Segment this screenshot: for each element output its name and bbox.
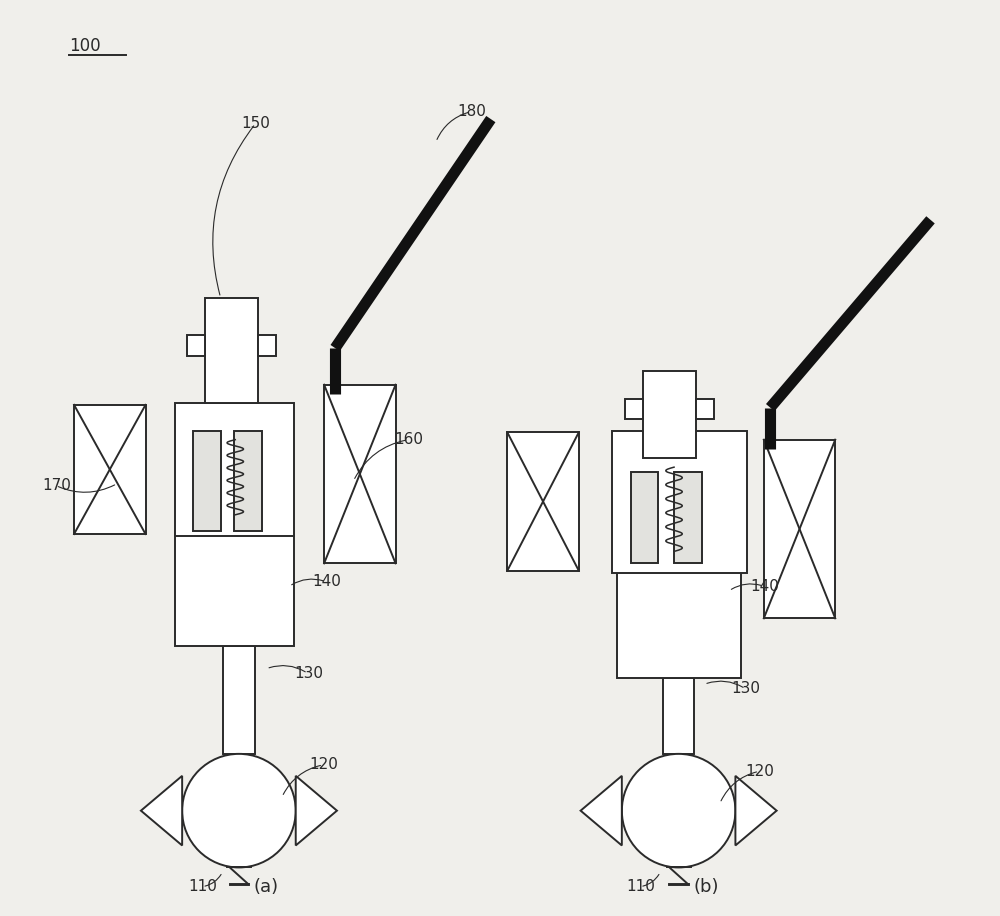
Bar bbox=[187, 335, 205, 355]
Bar bbox=[205, 298, 258, 403]
Polygon shape bbox=[735, 776, 777, 845]
Text: 130: 130 bbox=[732, 682, 761, 696]
Circle shape bbox=[182, 754, 296, 867]
Bar bbox=[324, 385, 396, 563]
Bar bbox=[193, 431, 221, 531]
Bar bbox=[617, 568, 741, 678]
Text: 150: 150 bbox=[242, 116, 271, 131]
Text: 170: 170 bbox=[42, 478, 71, 493]
Text: 120: 120 bbox=[309, 758, 338, 772]
Bar bbox=[74, 405, 146, 534]
Bar bbox=[175, 531, 294, 646]
Text: 160: 160 bbox=[395, 432, 424, 447]
Text: 180: 180 bbox=[457, 104, 486, 119]
Text: 120: 120 bbox=[745, 764, 774, 779]
Text: (b): (b) bbox=[693, 878, 719, 896]
Text: 130: 130 bbox=[294, 666, 323, 681]
Text: 140: 140 bbox=[750, 579, 779, 594]
Bar bbox=[696, 398, 714, 419]
Bar bbox=[643, 371, 696, 458]
Bar bbox=[258, 335, 276, 355]
Text: (a): (a) bbox=[254, 878, 279, 896]
Bar bbox=[631, 472, 658, 563]
Circle shape bbox=[622, 754, 735, 867]
Bar bbox=[612, 431, 747, 572]
Polygon shape bbox=[141, 776, 182, 845]
Text: 140: 140 bbox=[312, 574, 341, 589]
Bar bbox=[674, 472, 702, 563]
Bar bbox=[625, 398, 643, 419]
Bar bbox=[234, 431, 262, 531]
Bar bbox=[507, 432, 579, 571]
Bar bbox=[764, 440, 835, 618]
Text: 110: 110 bbox=[189, 879, 217, 894]
Polygon shape bbox=[581, 776, 622, 845]
Bar bbox=[663, 678, 694, 754]
Text: 100: 100 bbox=[69, 37, 101, 55]
Text: 110: 110 bbox=[626, 879, 655, 894]
Bar bbox=[223, 646, 255, 754]
Polygon shape bbox=[296, 776, 337, 845]
Bar bbox=[175, 403, 294, 536]
